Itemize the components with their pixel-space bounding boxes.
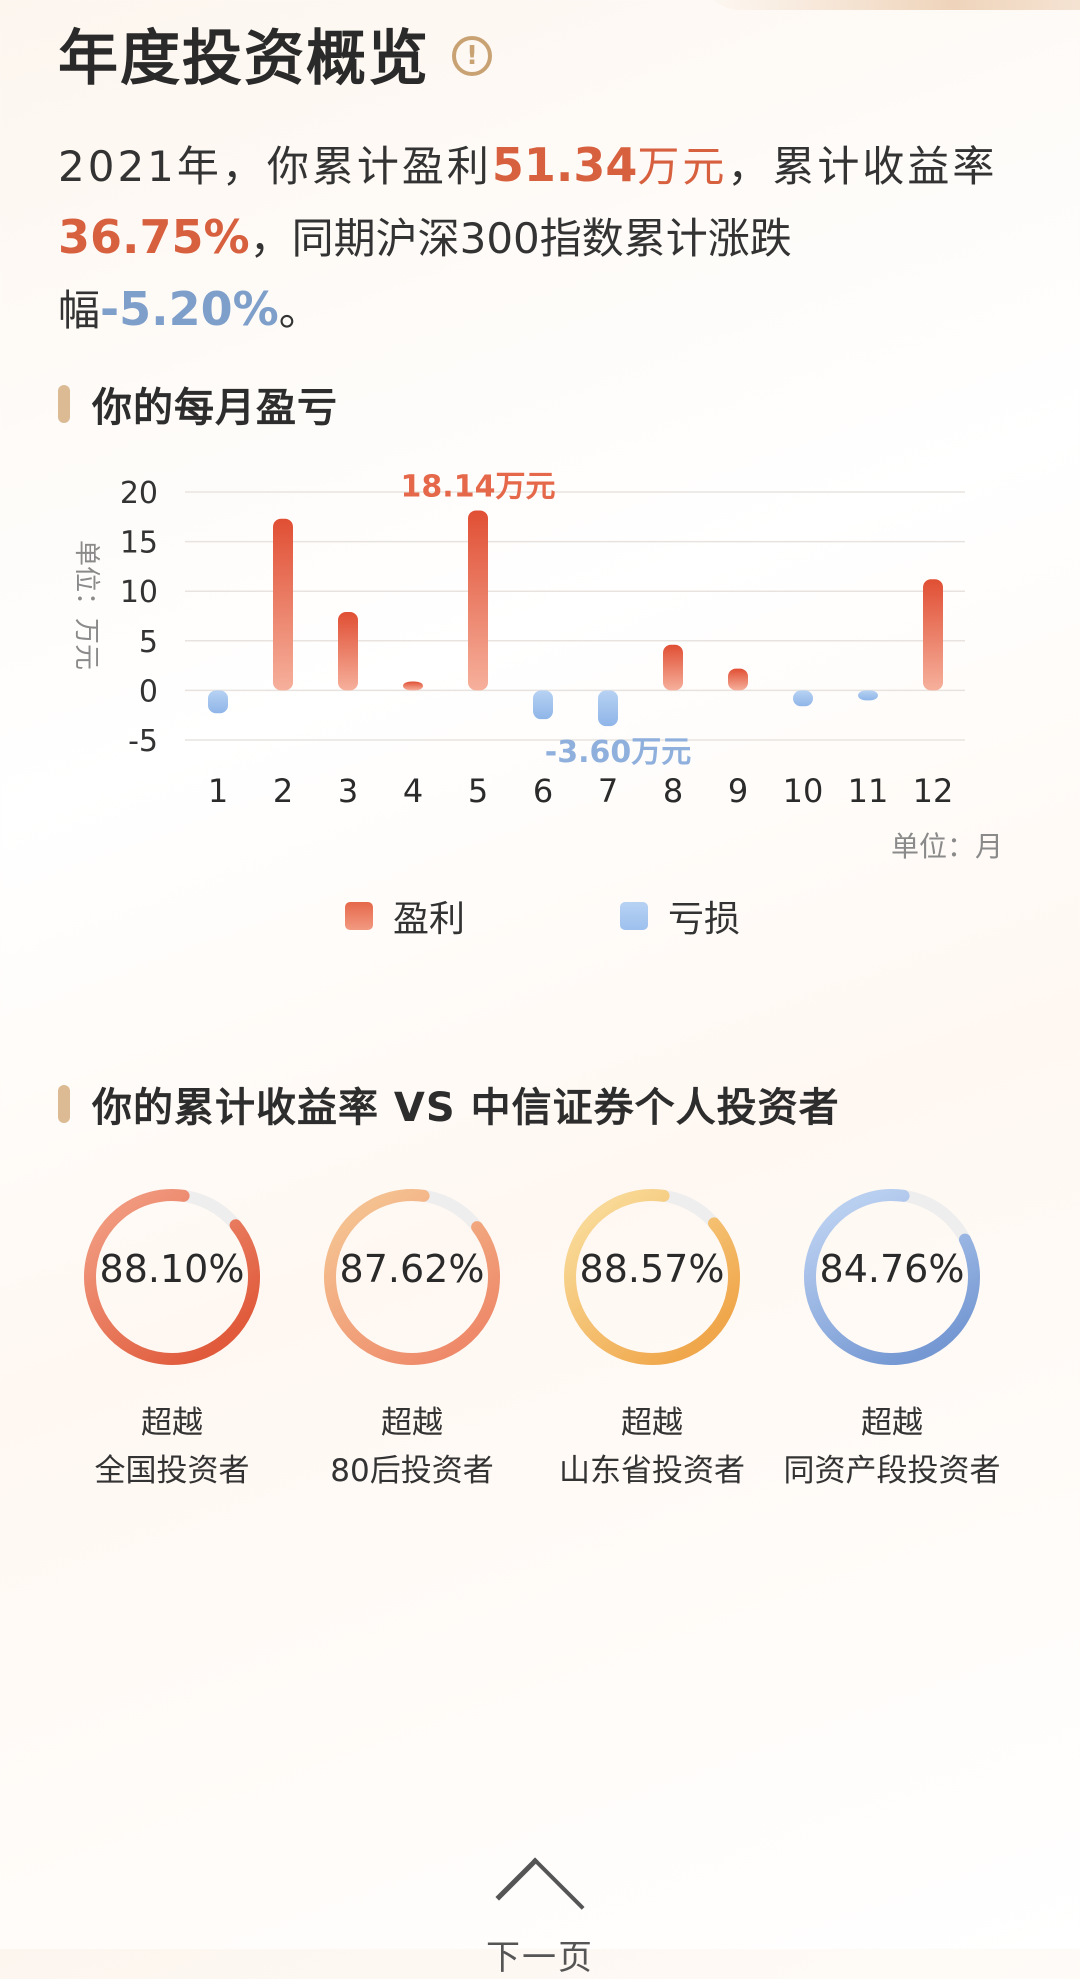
page-header: 年度投资概览 ! — [58, 18, 492, 94]
bar-month-9[interactable] — [728, 668, 748, 691]
x-tick-label: 11 — [848, 772, 889, 810]
next-page-button[interactable]: 下一页 — [0, 1857, 1080, 1979]
summary-text-3: ，同期沪深300指数累计涨跌幅 — [58, 214, 792, 335]
monthly-pnl-section-title: 你的每月盈亏 — [58, 375, 338, 433]
profit-unit: 万元 — [637, 142, 728, 191]
profit-value: 51.34 — [491, 138, 638, 192]
bar-month-12[interactable] — [923, 579, 943, 691]
x-tick-label: 12 — [913, 772, 954, 810]
chart-annotations: 18.14万元 -3.60万元 — [401, 469, 692, 770]
progress-ring — [804, 1189, 980, 1365]
ring-caption-line1: 超越 — [621, 1405, 683, 1441]
section-marker — [58, 385, 70, 423]
legend-item-loss[interactable]: 亏损 — [620, 890, 740, 942]
info-icon[interactable]: ! — [452, 36, 492, 76]
ring-caption-line2: 山东省投资者 — [559, 1453, 745, 1489]
ring-value: 87.62% — [339, 1247, 485, 1291]
bar-month-8[interactable] — [663, 644, 683, 691]
y-tick-label: 10 — [120, 575, 158, 610]
ring-caption-line2: 80后投资者 — [330, 1453, 494, 1489]
x-tick-label: 4 — [403, 772, 423, 810]
legend-item-profit[interactable]: 盈利 — [345, 890, 465, 942]
ring-card-2: 87.62% 超越 80后投资者 — [320, 1185, 504, 1495]
x-axis-label: 单位：月 — [891, 830, 1003, 863]
x-tick-label: 3 — [338, 772, 358, 810]
data-label-month-5: 18.14万元 — [401, 469, 556, 504]
annual-summary: 2021年，你累计盈利51.34万元，累计收益率 36.75%，同期沪深300指数… — [58, 130, 1026, 346]
legend-label-loss: 亏损 — [668, 899, 741, 940]
ring-progress — [324, 1189, 500, 1365]
page-title: 年度投资概览 — [58, 23, 430, 94]
bar-month-6[interactable] — [533, 690, 553, 720]
ring-value: 84.76% — [819, 1247, 965, 1291]
ring-value: 88.57% — [579, 1247, 725, 1291]
ring-caption-line1: 超越 — [861, 1405, 923, 1441]
y-tick-label: 0 — [139, 674, 158, 709]
bar-month-5[interactable] — [468, 510, 488, 691]
chart-legend: 盈利 亏损 — [0, 890, 1080, 940]
compare-title: 你的累计收益率 VS 中信证券个人投资者 — [92, 1085, 840, 1131]
ring-progress — [564, 1189, 740, 1365]
ring-value: 88.10% — [99, 1247, 245, 1291]
x-tick-label: 9 — [728, 772, 748, 810]
bar-month-7[interactable] — [598, 690, 618, 727]
ring-caption-line1: 超越 — [141, 1405, 203, 1441]
ring-progress — [83, 1189, 260, 1365]
chart-bars — [208, 510, 943, 727]
chart-gridlines — [185, 491, 965, 741]
y-tick-label: 5 — [139, 625, 158, 660]
legend-label-profit: 盈利 — [393, 899, 466, 940]
monthly-pnl-title: 你的每月盈亏 — [92, 385, 338, 431]
summary-text-1: 2021年，你累计盈利 — [58, 142, 492, 191]
x-tick-label: 1 — [208, 772, 228, 810]
ring-caption-line2: 全国投资者 — [94, 1453, 250, 1489]
compare-section-title: 你的累计收益率 VS 中信证券个人投资者 — [58, 1075, 840, 1133]
y-tick-label: 20 — [120, 476, 158, 511]
index-change-value: -5.20% — [100, 282, 279, 336]
y-tick-label: 15 — [120, 526, 158, 561]
data-label-month-7: -3.60万元 — [545, 735, 691, 770]
loss-swatch — [620, 902, 648, 930]
x-tick-label: 2 — [273, 772, 293, 810]
summary-text-4: 。 — [278, 286, 324, 335]
ring-card-3: 88.57% 超越山东省投资者 — [559, 1185, 745, 1495]
ring-card-1: 88.10% 超越全国投资者 — [80, 1185, 264, 1495]
section-marker — [58, 1085, 70, 1123]
ring-caption-line2: 同资产段投资者 — [783, 1453, 1001, 1489]
y-tick-label: -5 — [128, 724, 158, 759]
x-tick-label: 6 — [533, 772, 553, 810]
bar-month-4[interactable] — [403, 681, 423, 691]
profit-swatch — [345, 902, 373, 930]
ring-caption-line1: 超越 — [381, 1405, 443, 1441]
bar-month-11[interactable] — [858, 690, 878, 701]
summary-text-2: ，累计收益率 — [727, 142, 998, 191]
ring-progress — [804, 1189, 980, 1365]
y-axis-ticks: 20 15 10 5 0 -5 — [120, 476, 158, 759]
bar-month-2[interactable] — [273, 518, 293, 691]
top-decoration — [700, 0, 1080, 10]
ring-card-4: 84.76% 超越同资产段投资者 — [784, 1185, 1001, 1495]
y-axis-label: 单位：万元 — [71, 540, 101, 670]
progress-ring — [564, 1189, 740, 1365]
bar-month-3[interactable] — [338, 612, 358, 691]
x-tick-label: 10 — [783, 772, 824, 810]
return-rate-value: 36.75% — [58, 210, 250, 264]
bar-month-10[interactable] — [793, 690, 813, 707]
x-axis-ticks: 1 2 3 4 5 6 7 8 9 10 11 12 — [208, 772, 954, 810]
bar-month-1[interactable] — [208, 690, 228, 714]
progress-ring — [324, 1189, 500, 1365]
x-tick-label: 5 — [468, 772, 488, 810]
x-tick-label: 7 — [598, 772, 618, 810]
progress-ring — [83, 1189, 260, 1365]
x-tick-label: 8 — [663, 772, 683, 810]
